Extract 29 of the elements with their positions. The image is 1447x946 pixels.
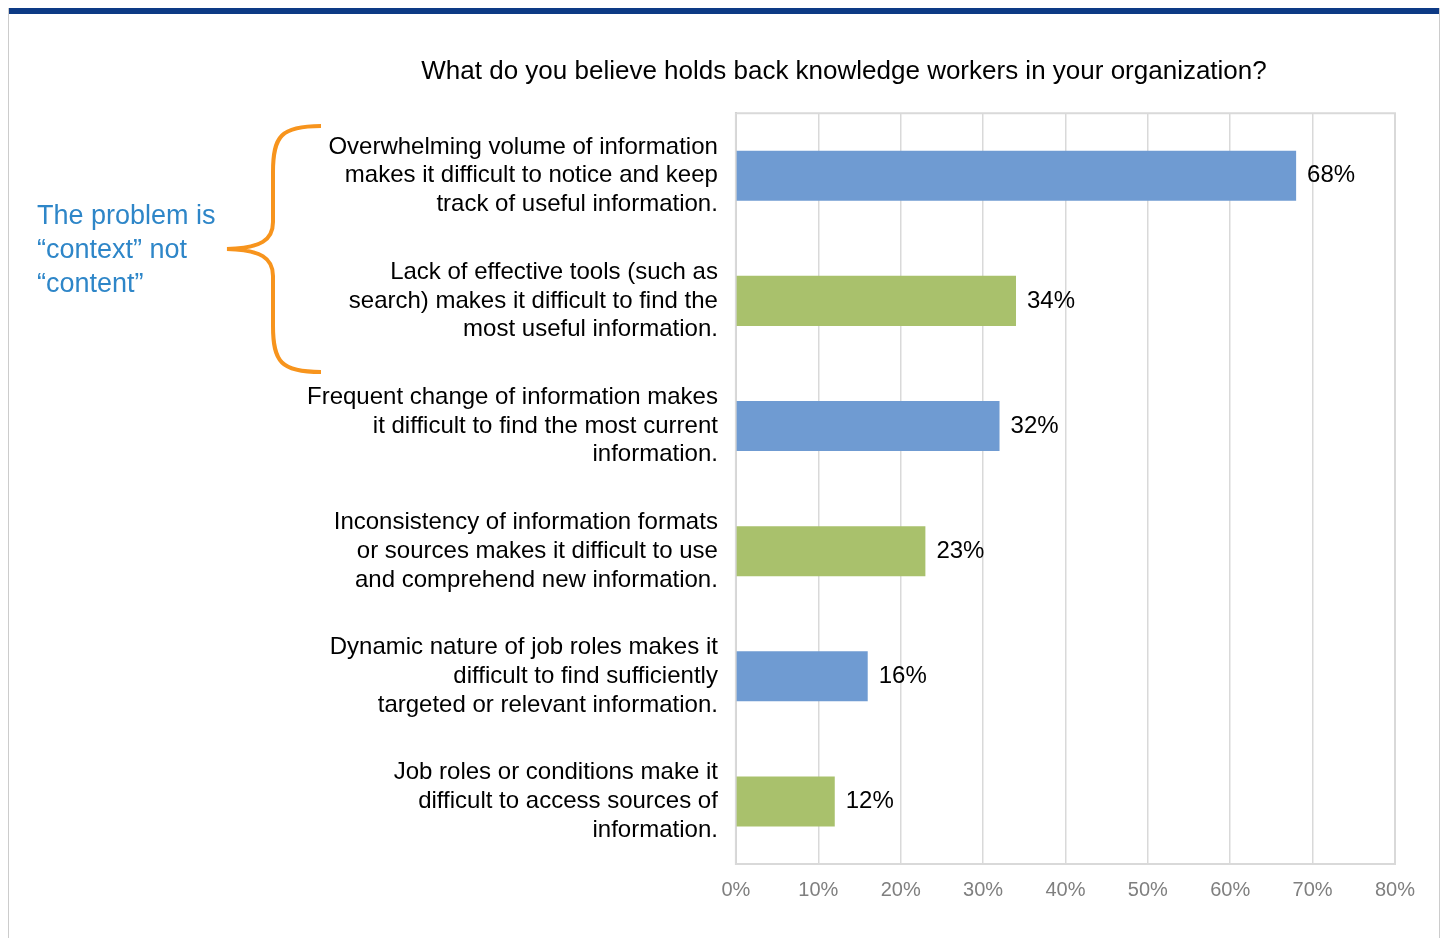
y-tick-label: Overwhelming volume of information makes it difficult to notice and keep track of useful information. — [328, 131, 718, 217]
text: The problem is “context” not “content” — [37, 199, 217, 300]
x-tick-label: 70% — [1292, 877, 1333, 900]
data-label: 68% — [1307, 160, 1356, 188]
data-label: 16% — [878, 660, 927, 688]
y-tick-label: Frequent change of information makes it difficult to find the most current information. — [306, 381, 719, 467]
bar — [736, 275, 1017, 326]
x-tick-label: 30% — [963, 877, 1004, 900]
y-tick-label: Job roles or conditions make it difficult to access sources of information. — [393, 757, 719, 842]
x-tick-label: 0% — [721, 877, 751, 900]
bar — [736, 526, 926, 577]
x-tick-label: 20% — [880, 877, 921, 900]
x-tick-label: 60% — [1210, 877, 1251, 900]
y-tick-label: Dynamic nature of job roles makes it difficult to find sufficiently targeted or relevant information. — [329, 632, 719, 717]
data-label: 34% — [1027, 285, 1076, 313]
data-label: 32% — [1010, 410, 1059, 438]
bar — [736, 776, 835, 827]
x-tick-label: 80% — [1374, 877, 1416, 900]
y-tick-label: Lack of effective tools (such as search) makes it difficult to find the most useful information. — [348, 256, 718, 342]
bar — [736, 401, 1000, 452]
y-tick-label: Inconsistency of information formats or sources makes it difficult to use and comprehend new information. — [333, 506, 718, 592]
x-tick-label: 10% — [798, 877, 839, 900]
x-tick-label: 50% — [1127, 877, 1169, 900]
bar — [736, 651, 868, 702]
chart-title: What do you believe holds back knowledge workers in your organization? — [421, 54, 1267, 85]
bar — [736, 150, 1297, 201]
data-label: 23% — [936, 535, 985, 563]
data-label: 12% — [845, 786, 894, 814]
x-tick-label: 40% — [1045, 877, 1086, 900]
